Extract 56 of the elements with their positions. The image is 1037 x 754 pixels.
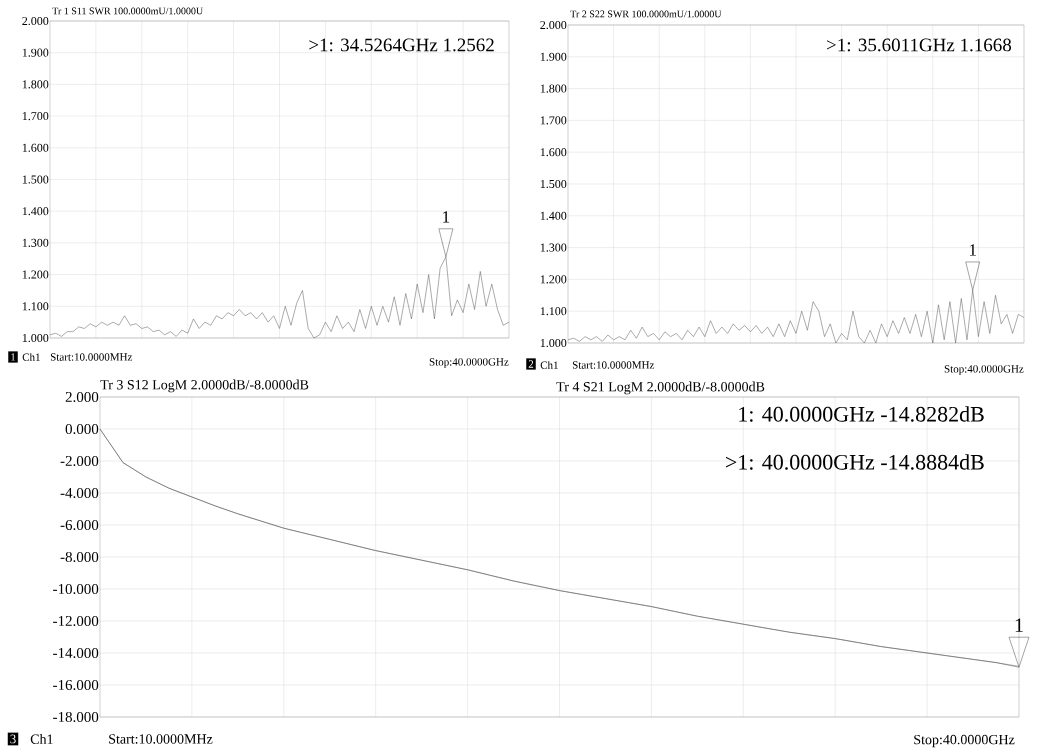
y-tick-label: 1.700 — [22, 112, 49, 121]
y-tick-label: 1.900 — [22, 48, 49, 57]
y-tick-label: 1.800 — [22, 80, 49, 89]
text: Stop:40.0000GHz — [944, 365, 1024, 375]
y-tick-label: 1.600 — [22, 143, 49, 152]
annotation: >1: 35.6011GHz 1.1668 — [827, 38, 1012, 52]
text: Stop:40.0000GHz — [429, 358, 509, 368]
y-tick-label: 1.700 — [540, 116, 567, 125]
text: Stop:40.0000GHz — [914, 734, 1015, 748]
y-tick-label: -14.000 — [53, 647, 99, 659]
y-tick-label: 0.000 — [65, 423, 99, 435]
y-tick-label: -2.000 — [60, 455, 99, 467]
text: 3 — [10, 734, 16, 744]
y-tick-label: -6.000 — [60, 519, 99, 531]
y-tick-label: 1.500 — [22, 175, 49, 184]
y-tick-label: 1.100 — [540, 307, 567, 316]
y-tick-label: -18.000 — [53, 711, 99, 723]
y-tick-label: 1.400 — [22, 207, 49, 216]
y-tick-label: 2.000 — [65, 391, 99, 403]
text: Start:10.0000MHz — [50, 353, 133, 361]
annotation: 1: 40.0000GHz -14.8282dB — [739, 406, 984, 422]
y-tick-label: -12.000 — [53, 615, 99, 627]
y-tick-label: 1.600 — [540, 148, 567, 157]
text: Ch1 — [30, 734, 53, 744]
y-tick-label: -16.000 — [53, 679, 99, 691]
y-tick-label: 1.000 — [22, 333, 49, 343]
chart-subtitle: Tr 4 S21 LogM 2.0000dB/-8.0000dB — [556, 381, 765, 395]
annotation: 1 — [1015, 618, 1023, 632]
annotation: 1 — [443, 211, 450, 223]
y-tick-label: -4.000 — [60, 487, 99, 499]
chart-title: Tr 1 S11 SWR 100.0000mU/1.0000U — [52, 7, 203, 15]
y-tick-label: 1.100 — [22, 302, 49, 311]
y-tick-label: 1.200 — [22, 270, 49, 279]
y-tick-label: -8.000 — [60, 551, 99, 563]
y-tick-label: 1.300 — [540, 243, 567, 252]
text: Start:10.0000MHz — [572, 361, 655, 369]
annotation: >1: 34.5264GHz 1.2562 — [309, 38, 494, 52]
y-tick-label: 2.000 — [540, 20, 567, 30]
y-tick-label: 1.800 — [540, 84, 567, 93]
annotation: >1: 40.0000GHz -14.8884dB — [726, 454, 984, 470]
y-tick-label: 1.500 — [540, 179, 567, 189]
y-tick-label: 1.400 — [540, 211, 567, 220]
y-tick-label: 2.000 — [22, 16, 49, 26]
y-tick-label: -10.000 — [53, 583, 99, 595]
y-tick-label: 1.900 — [540, 52, 567, 61]
text: Ch1 — [540, 361, 558, 369]
chart-title: Tr 3 S12 LogM 2.0000dB/-8.0000dB — [100, 379, 309, 393]
text: 1 — [11, 353, 16, 361]
y-tick-label: 1.300 — [22, 238, 49, 247]
text: Ch1 — [22, 353, 40, 361]
y-tick-label: 1.200 — [540, 275, 567, 284]
text: 2 — [528, 360, 534, 368]
chart-title: Tr 2 S22 SWR 100.0000mU/1.0000U — [570, 10, 722, 18]
y-tick-label: 1.000 — [540, 338, 567, 348]
annotation: 1 — [969, 244, 976, 256]
text: Start:10.0000MHz — [109, 734, 213, 744]
